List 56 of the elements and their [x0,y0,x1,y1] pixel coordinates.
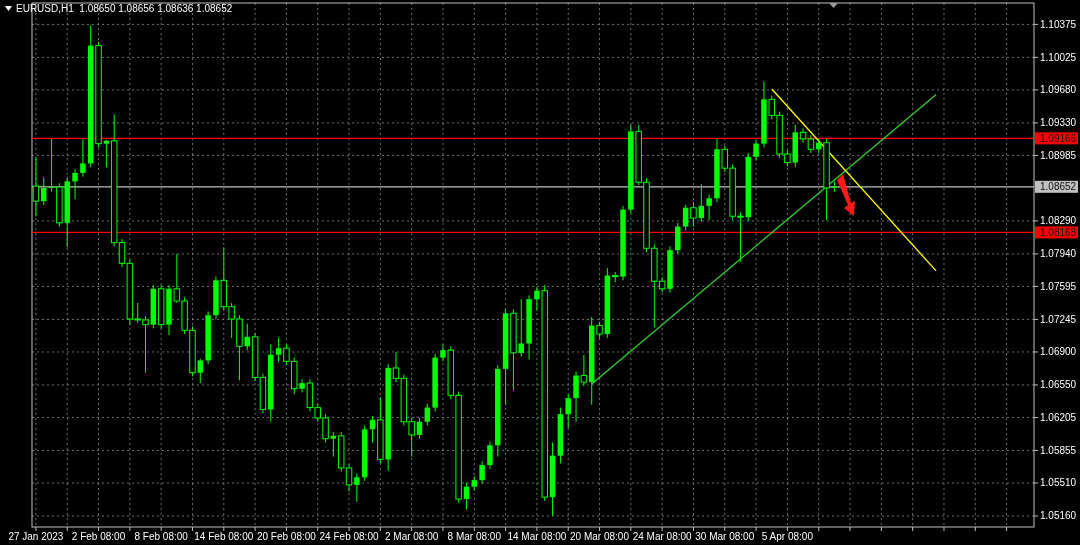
candlestick [80,138,86,178]
y-tick-label: 1.10375 [1040,18,1077,30]
candlestick [275,337,282,363]
y-tick-label: 1.07595 [1040,280,1077,292]
y-tick-label: 1.06205 [1040,411,1077,423]
candlestick [103,139,110,168]
candlestick [354,473,360,503]
candlestick [706,194,712,221]
ref-line-label: 1.08168 [1040,226,1077,238]
y-tick-label: 1.08290 [1040,215,1077,227]
candlestick [416,417,423,440]
y-tick-label: 1.10025 [1040,51,1077,63]
x-tick-label: 14 Feb 08:00 [194,531,254,542]
x-tick-label: 2 Mar 08:00 [384,531,439,542]
chart-title: EURUSD,H1 1.08650 1.08656 1.08636 1.08652 [16,3,233,14]
candlestick [72,168,78,200]
candlestick [690,201,697,228]
candlestick [32,156,40,217]
candlestick [330,431,337,458]
y-tick-label: 1.05510 [1040,477,1077,489]
y-tick-label: 1.09680 [1040,84,1077,96]
y-tick-label: 1.06900 [1040,346,1077,358]
x-tick-label: 8 Feb 08:00 [134,531,189,542]
y-tick-label: 1.06550 [1040,379,1077,391]
x-tick-label: 27 Jan 2023 [8,531,64,542]
x-tick-label: 14 Mar 08:00 [507,531,567,542]
candlestick [41,177,47,206]
candlestick [48,138,55,193]
y-tick-label: 1.08985 [1040,149,1077,161]
candlestick [197,358,204,384]
candlestick [463,482,470,510]
ref-line-label: 1.09166 [1040,132,1077,144]
x-tick-label: 2 Feb 08:00 [71,531,126,542]
x-tick-label: 5 Apr 08:00 [761,531,814,542]
candlestick [753,139,759,162]
candlestick [518,298,524,358]
x-tick-label: 30 Mar 08:00 [695,531,755,542]
y-tick-label: 1.09330 [1040,117,1077,129]
x-tick-label: 8 Mar 08:00 [447,531,502,542]
candlestick [479,460,485,485]
y-tick-label: 1.05160 [1040,510,1077,522]
candlestick [682,204,689,231]
y-tick-label: 1.05855 [1040,444,1077,456]
candlestick [675,222,681,255]
ref-line-label: 1.08652 [1040,181,1077,193]
x-tick-label: 20 Mar 08:00 [570,531,630,542]
x-tick-label: 20 Feb 08:00 [256,531,317,542]
candlestick [831,180,838,193]
candlestick [565,393,571,429]
x-tick-label: 24 Mar 08:00 [632,531,693,542]
y-tick-label: 1.07245 [1040,313,1077,325]
candlestick [487,441,493,470]
y-tick-label: 1.07940 [1040,248,1077,260]
candlestick [424,403,431,426]
candlestick [698,183,705,223]
x-tick-label: 24 Feb 08:00 [319,531,379,542]
